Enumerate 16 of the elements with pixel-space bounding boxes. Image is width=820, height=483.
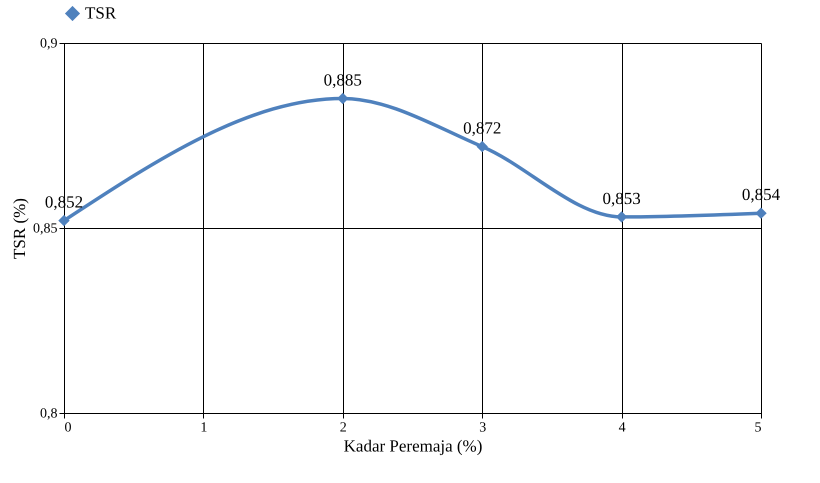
y-tick-label: 0,85	[33, 222, 58, 236]
point	[337, 92, 348, 104]
point	[755, 208, 767, 219]
y-axis-title: TSR (%)	[10, 198, 29, 259]
point	[58, 214, 70, 226]
x-tick-label: 3	[479, 420, 486, 436]
x-tick-label: 0	[64, 420, 72, 436]
x-tick-label: 5	[754, 420, 762, 436]
x-tick-label: 4	[618, 420, 626, 436]
point	[476, 140, 488, 152]
y-tick-label: 0,8	[40, 406, 58, 422]
legend-label: TSR	[85, 4, 117, 22]
x-tick-label: 1	[200, 420, 208, 436]
x-axis-title: Kadar Peremaja (%)	[344, 436, 482, 456]
x-tick-label: 2	[340, 420, 347, 436]
y-tick-label: 0,9	[40, 36, 58, 52]
